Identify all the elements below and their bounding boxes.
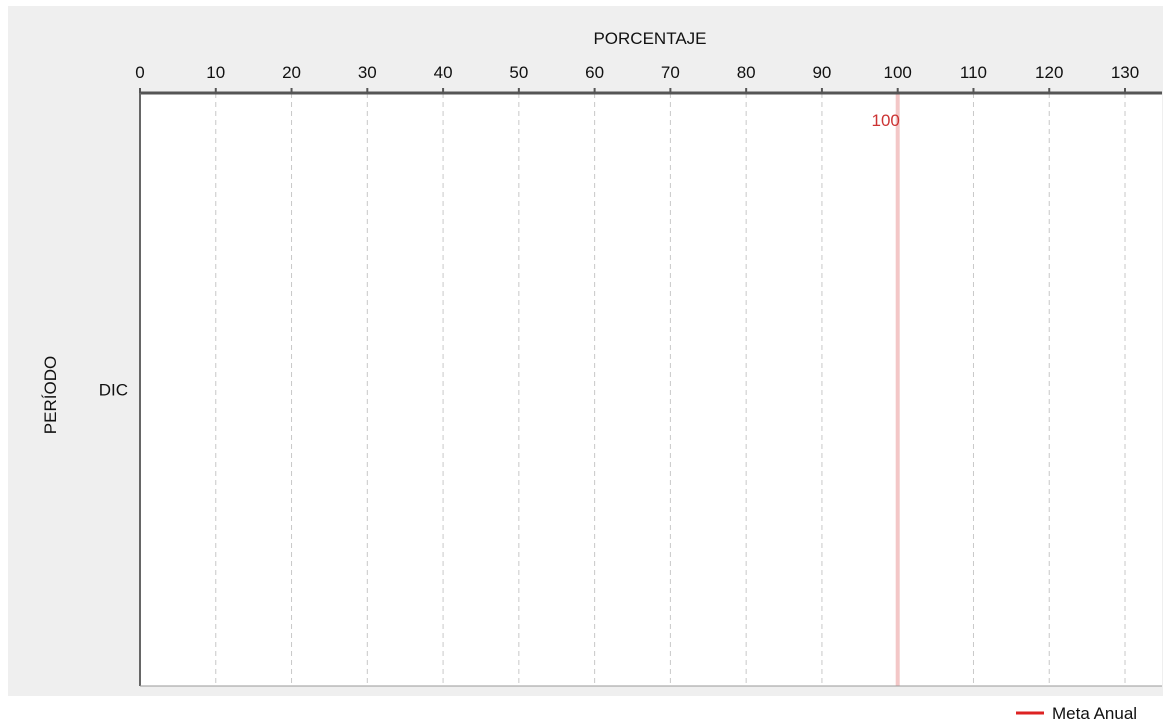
- x-tick-label-90: 90: [812, 63, 831, 82]
- x-tick-label-30: 30: [358, 63, 377, 82]
- plot-area: [140, 93, 1162, 686]
- x-tick-label-20: 20: [282, 63, 301, 82]
- y-category-label-dic: DIC: [99, 381, 128, 400]
- meta-anual-value-label: 100: [872, 111, 900, 130]
- x-tick-label-130: 130: [1111, 63, 1139, 82]
- legend: Meta Anual: [1016, 704, 1137, 722]
- x-tick-label-100: 100: [884, 63, 912, 82]
- reference-lines: 100: [872, 93, 900, 686]
- x-tick-label-10: 10: [206, 63, 225, 82]
- x-tick-label-70: 70: [661, 63, 680, 82]
- legend-label-meta-anual: Meta Anual: [1052, 704, 1137, 722]
- x-tick-label-110: 110: [960, 63, 987, 82]
- x-tick-label-80: 80: [737, 63, 756, 82]
- meta-anual-line: [895, 93, 900, 686]
- x-tick-label-120: 120: [1035, 63, 1063, 82]
- y-category-labels: DIC: [99, 381, 128, 400]
- x-tick-label-40: 40: [434, 63, 453, 82]
- y-axis-title: PERÍODO: [41, 356, 60, 434]
- x-tick-label-50: 50: [509, 63, 528, 82]
- x-tick-label-60: 60: [585, 63, 604, 82]
- x-tick-labels: 0 10 20 30 40 50 60 70 80 90 100 110 120 130: [135, 63, 1139, 93]
- x-tick-label-0: 0: [135, 63, 144, 82]
- x-axis-title: PORCENTAJE: [593, 29, 706, 48]
